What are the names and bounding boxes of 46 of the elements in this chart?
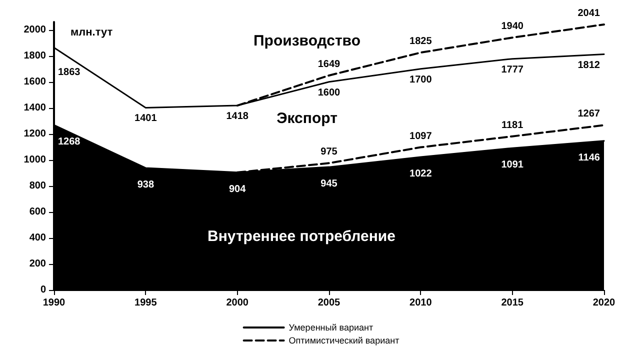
x-tick-label: 2015 <box>501 298 524 308</box>
annotation: Внутреннее потребление <box>208 228 396 245</box>
data-label: 1418 <box>226 111 249 122</box>
data-label: 1268 <box>58 136 81 148</box>
data-label: 1700 <box>410 74 432 86</box>
data-label: 1600 <box>318 87 341 98</box>
y-tick-label: 400 <box>29 232 46 244</box>
y-tick-label: 0 <box>40 284 46 296</box>
annotation: Производство <box>254 32 360 50</box>
data-label: 975 <box>320 146 338 158</box>
x-tick-label: 2010 <box>410 298 432 308</box>
data-label: 938 <box>137 179 154 190</box>
x-tick-label: 1995 <box>134 298 158 308</box>
data-label: 1812 <box>578 60 600 71</box>
data-label: 1022 <box>410 168 432 180</box>
data-label: 1863 <box>58 67 81 78</box>
y-tick-label: 2000 <box>24 24 46 36</box>
data-label: 1181 <box>501 120 524 131</box>
y-tick-label: 800 <box>29 180 46 192</box>
data-label: 1267 <box>578 108 600 120</box>
data-label: 1091 <box>501 160 524 171</box>
data-label: 1097 <box>410 130 432 142</box>
annotation: млн.тут <box>70 26 114 39</box>
y-tick-label: 1200 <box>24 128 46 140</box>
y-tick-label: 200 <box>29 258 46 270</box>
data-label: 1146 <box>578 152 600 164</box>
legend-label: Умеренный вариант <box>288 322 374 332</box>
legend-label: Оптимистический вариант <box>288 336 400 346</box>
data-label: 1777 <box>501 64 524 76</box>
data-label: 904 <box>228 184 246 195</box>
data-label: 1825 <box>410 36 432 48</box>
data-label: 945 <box>320 178 338 190</box>
data-label: 1649 <box>318 58 341 70</box>
data-label: 2041 <box>578 8 600 19</box>
annotation: Экспорт <box>276 110 338 127</box>
data-label: 1940 <box>501 21 524 32</box>
y-tick-label: 600 <box>29 206 46 218</box>
x-tick-label: 1990 <box>42 298 66 308</box>
y-tick-label: 1000 <box>24 154 46 166</box>
y-tick-label: 1400 <box>24 102 46 114</box>
x-tick-label: 2005 <box>318 298 341 308</box>
y-tick-label: 1600 <box>24 76 46 88</box>
y-tick-label: 1800 <box>24 50 46 62</box>
x-tick-label: 2020 <box>592 298 616 308</box>
data-label: 1401 <box>134 113 158 124</box>
x-tick-label: 2000 <box>226 298 249 308</box>
